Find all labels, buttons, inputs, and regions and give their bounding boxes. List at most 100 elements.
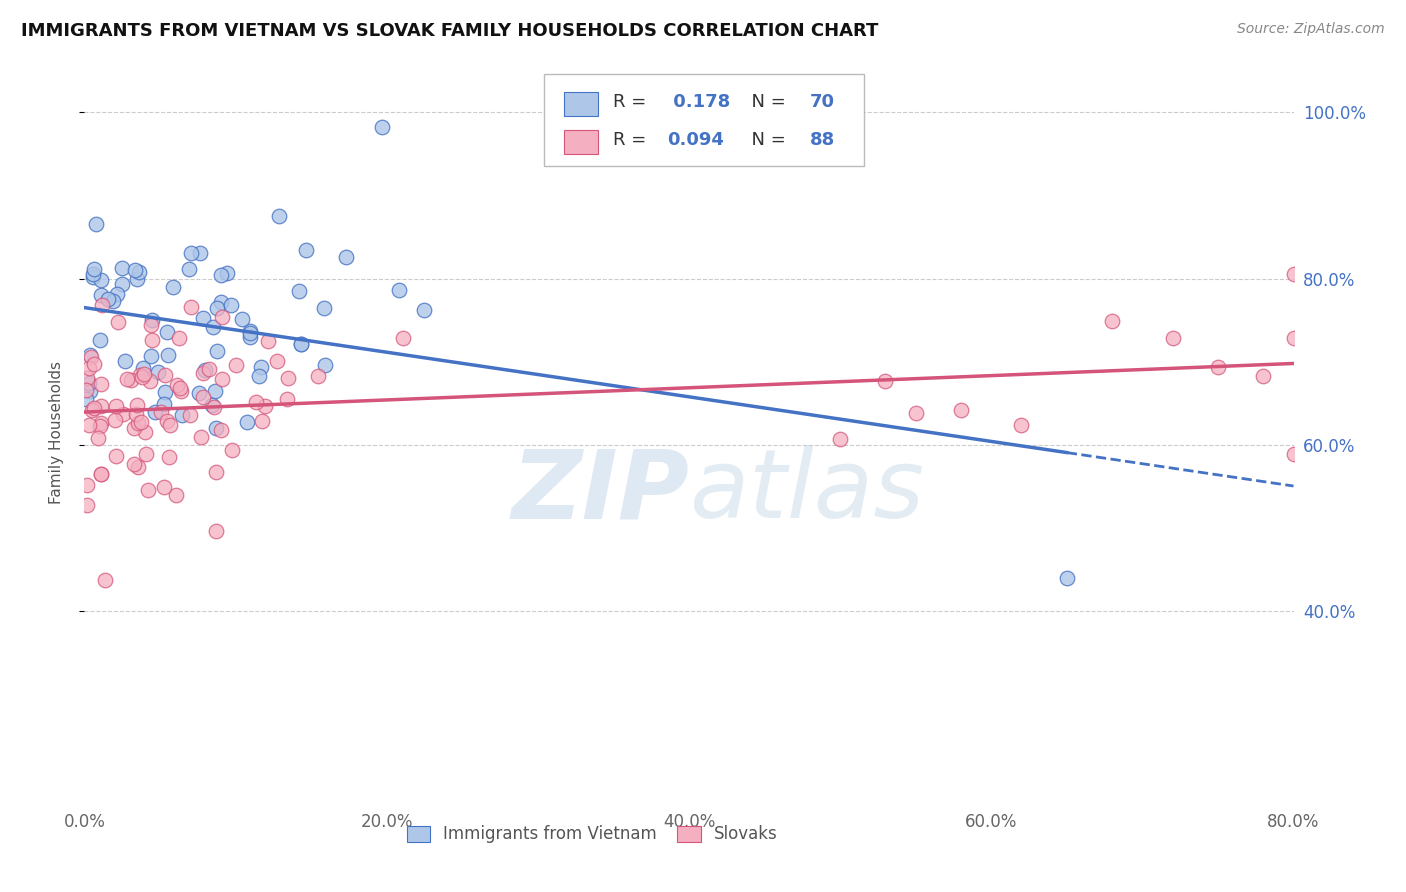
FancyBboxPatch shape (564, 92, 599, 116)
Point (89, 418, 111, 433)
Text: 0.094: 0.094 (668, 131, 724, 149)
Point (79, 417, 101, 432)
Point (128, 265, 150, 279)
Point (120, 374, 142, 388)
Point (1101, 313, 1123, 327)
Point (90, 377, 112, 392)
Point (266, 354, 288, 368)
Point (1011, 418, 1033, 433)
Point (209, 268, 232, 282)
Point (83, 357, 105, 371)
Point (90, 467, 112, 481)
Point (875, 374, 897, 388)
Point (155, 368, 177, 382)
Point (177, 262, 200, 277)
Point (245, 394, 267, 409)
Text: IMMIGRANTS FROM VIETNAM VS SLOVAK FAMILY HOUSEHOLDS CORRELATION CHART: IMMIGRANTS FROM VIETNAM VS SLOVAK FAMILY… (21, 22, 879, 40)
Text: N =: N = (740, 93, 792, 111)
Point (127, 459, 149, 474)
Point (290, 337, 312, 351)
Point (132, 367, 155, 381)
Point (156, 414, 179, 428)
Point (156, 349, 179, 363)
Point (134, 425, 156, 440)
FancyBboxPatch shape (544, 73, 865, 166)
Point (200, 398, 222, 412)
Point (287, 284, 309, 298)
Point (211, 372, 233, 386)
Point (221, 443, 243, 458)
Point (150, 405, 173, 419)
Point (188, 385, 211, 400)
Point (239, 324, 262, 338)
Point (155, 385, 177, 400)
Point (103, 412, 125, 426)
Legend: Immigrants from Vietnam, Slovaks: Immigrants from Vietnam, Slovaks (401, 819, 785, 850)
Point (129, 415, 152, 429)
Point (250, 359, 273, 374)
Point (90, 273, 112, 287)
Point (276, 392, 298, 406)
Point (162, 279, 184, 293)
Point (79, 348, 101, 362)
Text: R =: R = (613, 131, 652, 149)
Point (204, 384, 226, 399)
Point (193, 363, 215, 377)
Text: ZIP: ZIP (510, 445, 689, 539)
Point (388, 284, 411, 298)
Point (312, 301, 335, 315)
Y-axis label: Family Households: Family Households (49, 361, 63, 504)
Point (180, 300, 202, 314)
Point (153, 480, 176, 494)
Point (277, 371, 299, 385)
Point (225, 358, 247, 372)
Point (79, 376, 101, 390)
Point (250, 414, 273, 428)
FancyBboxPatch shape (564, 130, 599, 154)
Point (83, 401, 105, 416)
Point (143, 404, 166, 418)
Point (80, 403, 103, 417)
Point (179, 409, 201, 423)
Point (75, 384, 97, 398)
Point (209, 295, 232, 310)
Point (392, 331, 415, 345)
Text: 88: 88 (810, 131, 835, 149)
Point (253, 400, 276, 414)
Point (830, 432, 852, 446)
Point (191, 311, 214, 326)
Point (127, 416, 149, 430)
Point (239, 326, 262, 340)
Point (188, 246, 211, 260)
Point (215, 266, 238, 280)
Point (1206, 360, 1229, 375)
Point (104, 449, 127, 463)
Point (1161, 331, 1184, 345)
Point (153, 397, 176, 411)
Point (239, 330, 262, 344)
Point (76, 478, 98, 492)
Text: Source: ZipAtlas.com: Source: ZipAtlas.com (1237, 22, 1385, 37)
Point (128, 368, 150, 382)
Point (231, 312, 253, 326)
Point (76, 498, 98, 512)
Point (165, 488, 187, 502)
Point (202, 400, 225, 414)
Point (170, 384, 193, 399)
Text: 0.178: 0.178 (668, 93, 731, 111)
Point (335, 250, 357, 264)
Point (180, 246, 202, 260)
Point (107, 315, 129, 329)
Point (257, 334, 280, 349)
Point (105, 287, 128, 301)
Point (236, 415, 259, 429)
Point (131, 360, 153, 375)
Point (166, 378, 188, 392)
Point (83, 262, 105, 277)
Point (1282, 267, 1305, 281)
Point (141, 349, 163, 363)
Point (290, 337, 312, 351)
Point (79, 384, 101, 399)
Point (146, 365, 169, 379)
Point (1282, 447, 1305, 461)
